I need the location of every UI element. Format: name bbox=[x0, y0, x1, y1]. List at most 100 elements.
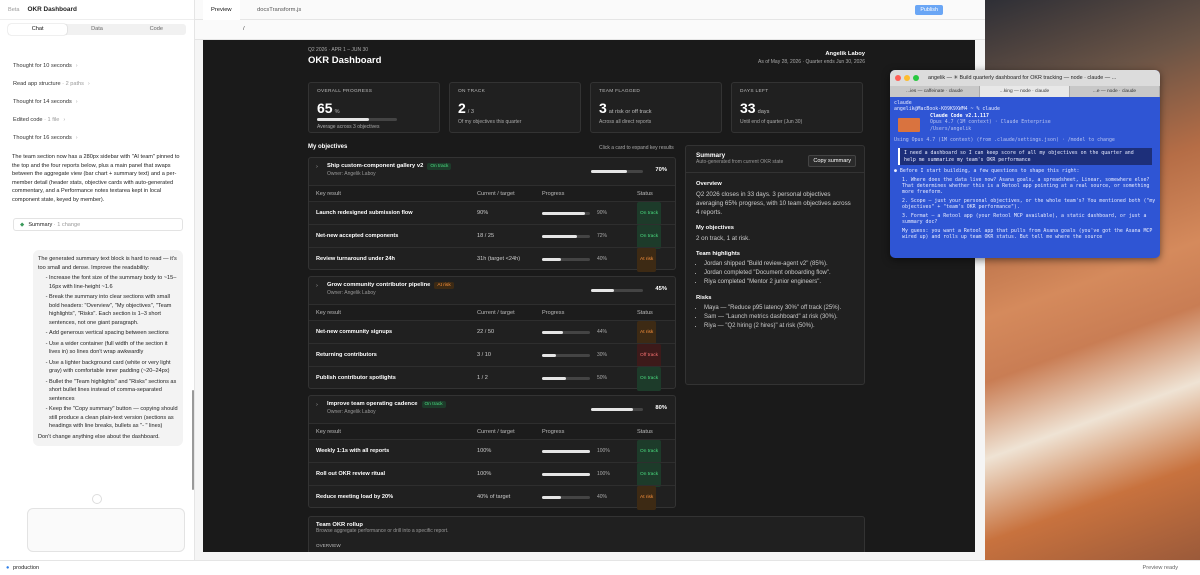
stat-label: OVERALL PROGRESS bbox=[317, 89, 373, 94]
summary-text: Q2 2026 closes in 33 days. 3 personal ob… bbox=[696, 191, 851, 216]
dashboard: Q2 2026 · APR 1 – JUN 30 OKR Dashboard Ang… bbox=[203, 40, 975, 552]
publish-button[interactable]: Publish bbox=[915, 5, 943, 15]
objective-header[interactable]: › Improve team operating cadence On track O… bbox=[309, 396, 675, 423]
objective-pct: 45% bbox=[655, 286, 667, 292]
sidebar-tab[interactable]: Code bbox=[149, 26, 163, 32]
stat-card[interactable]: TEAM FLAGGED 3 at risk or off track Across … bbox=[590, 82, 722, 133]
stat-card[interactable]: OVERALL PROGRESS 65% Average across 3 obje… bbox=[308, 82, 440, 133]
sidebar-tab[interactable]: Data bbox=[91, 26, 103, 32]
editor-tab[interactable]: Preview bbox=[203, 0, 240, 20]
summary-bullet: Jordan shipped "Build review-agent v2" (… bbox=[704, 260, 854, 269]
key-result-row: Weekly 1:1s with all reports 100% 100% On t… bbox=[309, 439, 675, 464]
editor-tab[interactable]: docsTransform.js bbox=[257, 7, 302, 13]
column-header: Current / target bbox=[477, 191, 515, 197]
sep: · bbox=[60, 81, 66, 87]
current-target: 90% bbox=[477, 210, 489, 216]
column-header: Progress bbox=[542, 191, 565, 197]
chat-input[interactable] bbox=[27, 508, 185, 552]
progress-label: 72% bbox=[597, 233, 608, 239]
step[interactable]: Edited code · 1 file › bbox=[13, 117, 65, 123]
progress-fill bbox=[542, 258, 562, 261]
objective-pct: 80% bbox=[655, 405, 667, 411]
url-bar: / bbox=[195, 20, 985, 40]
status-pill: On track bbox=[637, 367, 662, 391]
key-result-row: Review turnaround under 24h 31h (target <… bbox=[309, 247, 675, 272]
status-pill: Off track bbox=[637, 344, 662, 368]
key-result: Returning contributors bbox=[316, 352, 377, 358]
copy-button[interactable]: Copy summary bbox=[808, 155, 856, 167]
column-header: Current / target bbox=[477, 310, 515, 316]
key-result-row: Returning contributors 3 / 10 30% Off track bbox=[309, 343, 675, 368]
objective-header[interactable]: › Ship custom-component gallery v2 On trac… bbox=[309, 158, 675, 185]
window-button[interactable] bbox=[895, 75, 901, 81]
objective-owner: Owner: Angelik Laboy bbox=[327, 290, 376, 296]
current-target: 1 / 2 bbox=[477, 375, 488, 381]
summary-bullet: Riya — "Q2 hiring (2 hires)" at risk (50… bbox=[704, 322, 854, 331]
progress-fill bbox=[542, 473, 590, 476]
terminal-line: claude bbox=[894, 100, 912, 106]
step[interactable]: Read app structure · 2 paths › bbox=[13, 81, 90, 87]
terminal-reply: My guess: you want a Retool app that pul… bbox=[902, 227, 1156, 240]
sidebar-tab[interactable]: Chat bbox=[8, 24, 68, 35]
progress-label: 100% bbox=[597, 448, 610, 454]
team-rollup: Team OKR rollup Browse aggregate performa… bbox=[308, 516, 865, 552]
progress-label: 100% bbox=[597, 471, 610, 477]
step[interactable]: Thought for 14 seconds › bbox=[13, 99, 78, 105]
stat-card[interactable]: DAYS LEFT 33 days Until end of quarter (Jun… bbox=[731, 82, 863, 133]
progress-track bbox=[542, 377, 590, 380]
scroll-down[interactable] bbox=[92, 494, 102, 504]
key-result: Publish contributor spotlights bbox=[316, 375, 396, 381]
step-label: Thought for 16 seconds bbox=[13, 135, 72, 141]
progress-label: 90% bbox=[597, 210, 608, 216]
progress-fill bbox=[542, 331, 564, 334]
step[interactable]: Thought for 10 seconds › bbox=[13, 63, 78, 69]
url-path: / bbox=[243, 26, 245, 32]
terminal-tab[interactable]: ...king — node · claude bbox=[980, 86, 1070, 97]
stat-unit: / 3 bbox=[467, 109, 475, 115]
column-header: Key result bbox=[316, 191, 341, 197]
status-bar: ● production Preview ready bbox=[0, 560, 1200, 575]
stat-sub: Until end of quarter (Jun 30) bbox=[740, 119, 803, 125]
objective-owner: Owner: Angelik Laboy bbox=[327, 409, 376, 415]
stat-value: 3 at risk or off track bbox=[599, 100, 713, 116]
progress-track bbox=[591, 289, 643, 292]
key-result: Roll out OKR review ritual bbox=[316, 471, 385, 477]
terminal-tab[interactable]: ...ies — caffeinate · claude bbox=[890, 86, 980, 97]
progress-track bbox=[542, 258, 590, 261]
stat-sub: Average across 3 objectives bbox=[317, 123, 380, 130]
step[interactable]: Thought for 16 seconds › bbox=[13, 135, 78, 141]
objective-title: Grow community contributor pipeline bbox=[327, 282, 431, 288]
summary-bullet: Sam — "Launch metrics dashboard" at risk… bbox=[704, 313, 854, 322]
objective-header[interactable]: › Grow community contributor pipeline At r… bbox=[309, 277, 675, 304]
sep: · bbox=[52, 222, 58, 228]
hint: Click a card to expand key results bbox=[599, 145, 674, 151]
objective-card: › Improve team operating cadence On track O… bbox=[308, 395, 676, 510]
summary-heading: Team highlights bbox=[696, 251, 741, 257]
status-cell: At risk bbox=[637, 321, 657, 345]
rollup-tab[interactable]: OVERVIEW bbox=[316, 543, 341, 548]
app-title: OKR Dashboard bbox=[27, 6, 77, 13]
table-header: Key result Current / target Progress Status bbox=[309, 304, 675, 320]
terminal-title: angelik — ✳ Build quarterly dashboard fo… bbox=[928, 75, 1117, 81]
divider bbox=[686, 172, 864, 173]
terminal-tab[interactable]: ...e — node · claude bbox=[1070, 86, 1160, 97]
window-button[interactable] bbox=[913, 75, 919, 81]
change-chip[interactable]: ◆ Summary · 1 change bbox=[13, 218, 183, 231]
key-result: Weekly 1:1s with all reports bbox=[316, 448, 390, 454]
progress-label: 40% bbox=[597, 494, 608, 500]
sep: · bbox=[42, 117, 48, 123]
stat-value: 33 days bbox=[740, 100, 854, 116]
step-label: Read app structure bbox=[13, 81, 61, 87]
progress-label: 30% bbox=[597, 352, 608, 358]
status-cell: On track bbox=[637, 225, 662, 249]
terminal-tabs: ...ies — caffeinate · claude ...king — no… bbox=[890, 86, 1160, 97]
current-target: 100% bbox=[477, 448, 492, 454]
window-button[interactable] bbox=[904, 75, 910, 81]
stat-card[interactable]: ON TRACK 2/ 3 Of my objectives this quarte… bbox=[449, 82, 581, 133]
stat-number: 33 bbox=[740, 100, 756, 116]
terminal-prompt: I need a dashboard so I can keep score o… bbox=[898, 148, 1152, 166]
user-bullets: Increase the font size of the summary bo… bbox=[38, 274, 178, 431]
chip-icon: ◆ bbox=[20, 222, 25, 228]
column-header: Current / target bbox=[477, 429, 515, 435]
status-cell: On track bbox=[637, 440, 662, 464]
